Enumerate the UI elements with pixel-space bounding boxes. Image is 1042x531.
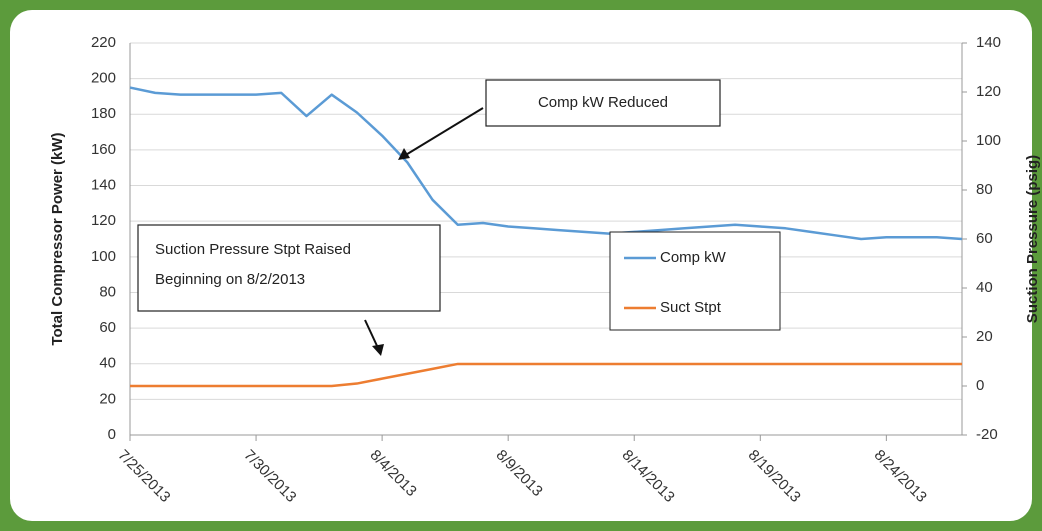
y2-tick-label: 60 — [976, 230, 993, 247]
annotation-box — [137, 224, 441, 312]
annotation-box — [485, 79, 721, 127]
y2-tick-label: 100 — [976, 132, 1001, 149]
annotation: Suction Pressure Stpt Raised — [155, 241, 351, 258]
y2-tick-label: -20 — [976, 426, 998, 443]
y2-tick-label: 120 — [976, 83, 1001, 100]
arrow-head — [372, 344, 384, 356]
y-tick-label: 160 — [91, 141, 116, 158]
annotation-arrow — [364, 319, 379, 349]
y-tick-label: 180 — [91, 105, 116, 122]
y2-tick-label: 140 — [976, 34, 1001, 51]
annotation-arrow — [403, 107, 484, 157]
legend-label: Comp kW — [660, 249, 727, 266]
y2-axis-label: Suction Pressure (psig) — [1024, 155, 1041, 323]
series-line — [130, 362, 962, 388]
y2-tick-label: 80 — [976, 181, 993, 198]
y-tick-label: 120 — [91, 212, 116, 229]
y-axis-label: Total Compressor Power (kW) — [49, 132, 66, 345]
y-tick-label: 20 — [99, 390, 116, 407]
legend-box — [609, 231, 781, 331]
annotation: Beginning on 8/2/2013 — [155, 271, 305, 288]
y-tick-label: 80 — [99, 283, 116, 300]
y-tick-label: 60 — [99, 319, 116, 336]
y-tick-label: 0 — [108, 426, 116, 443]
series-line — [129, 86, 963, 241]
y2-tick-label: 40 — [976, 279, 993, 296]
y-tick-label: 200 — [91, 70, 116, 87]
annotation: Comp kW Reduced — [538, 94, 668, 111]
y2-tick-label: 0 — [976, 377, 984, 394]
chart-background — [10, 10, 1032, 521]
y-tick-label: 220 — [91, 34, 116, 51]
y-tick-label: 40 — [99, 355, 116, 372]
arrow-head — [398, 148, 410, 160]
legend-label: Suct Stpt — [660, 299, 722, 316]
y-tick-label: 140 — [91, 177, 116, 194]
y-tick-label: 100 — [91, 248, 116, 265]
y2-tick-label: 20 — [976, 328, 993, 345]
